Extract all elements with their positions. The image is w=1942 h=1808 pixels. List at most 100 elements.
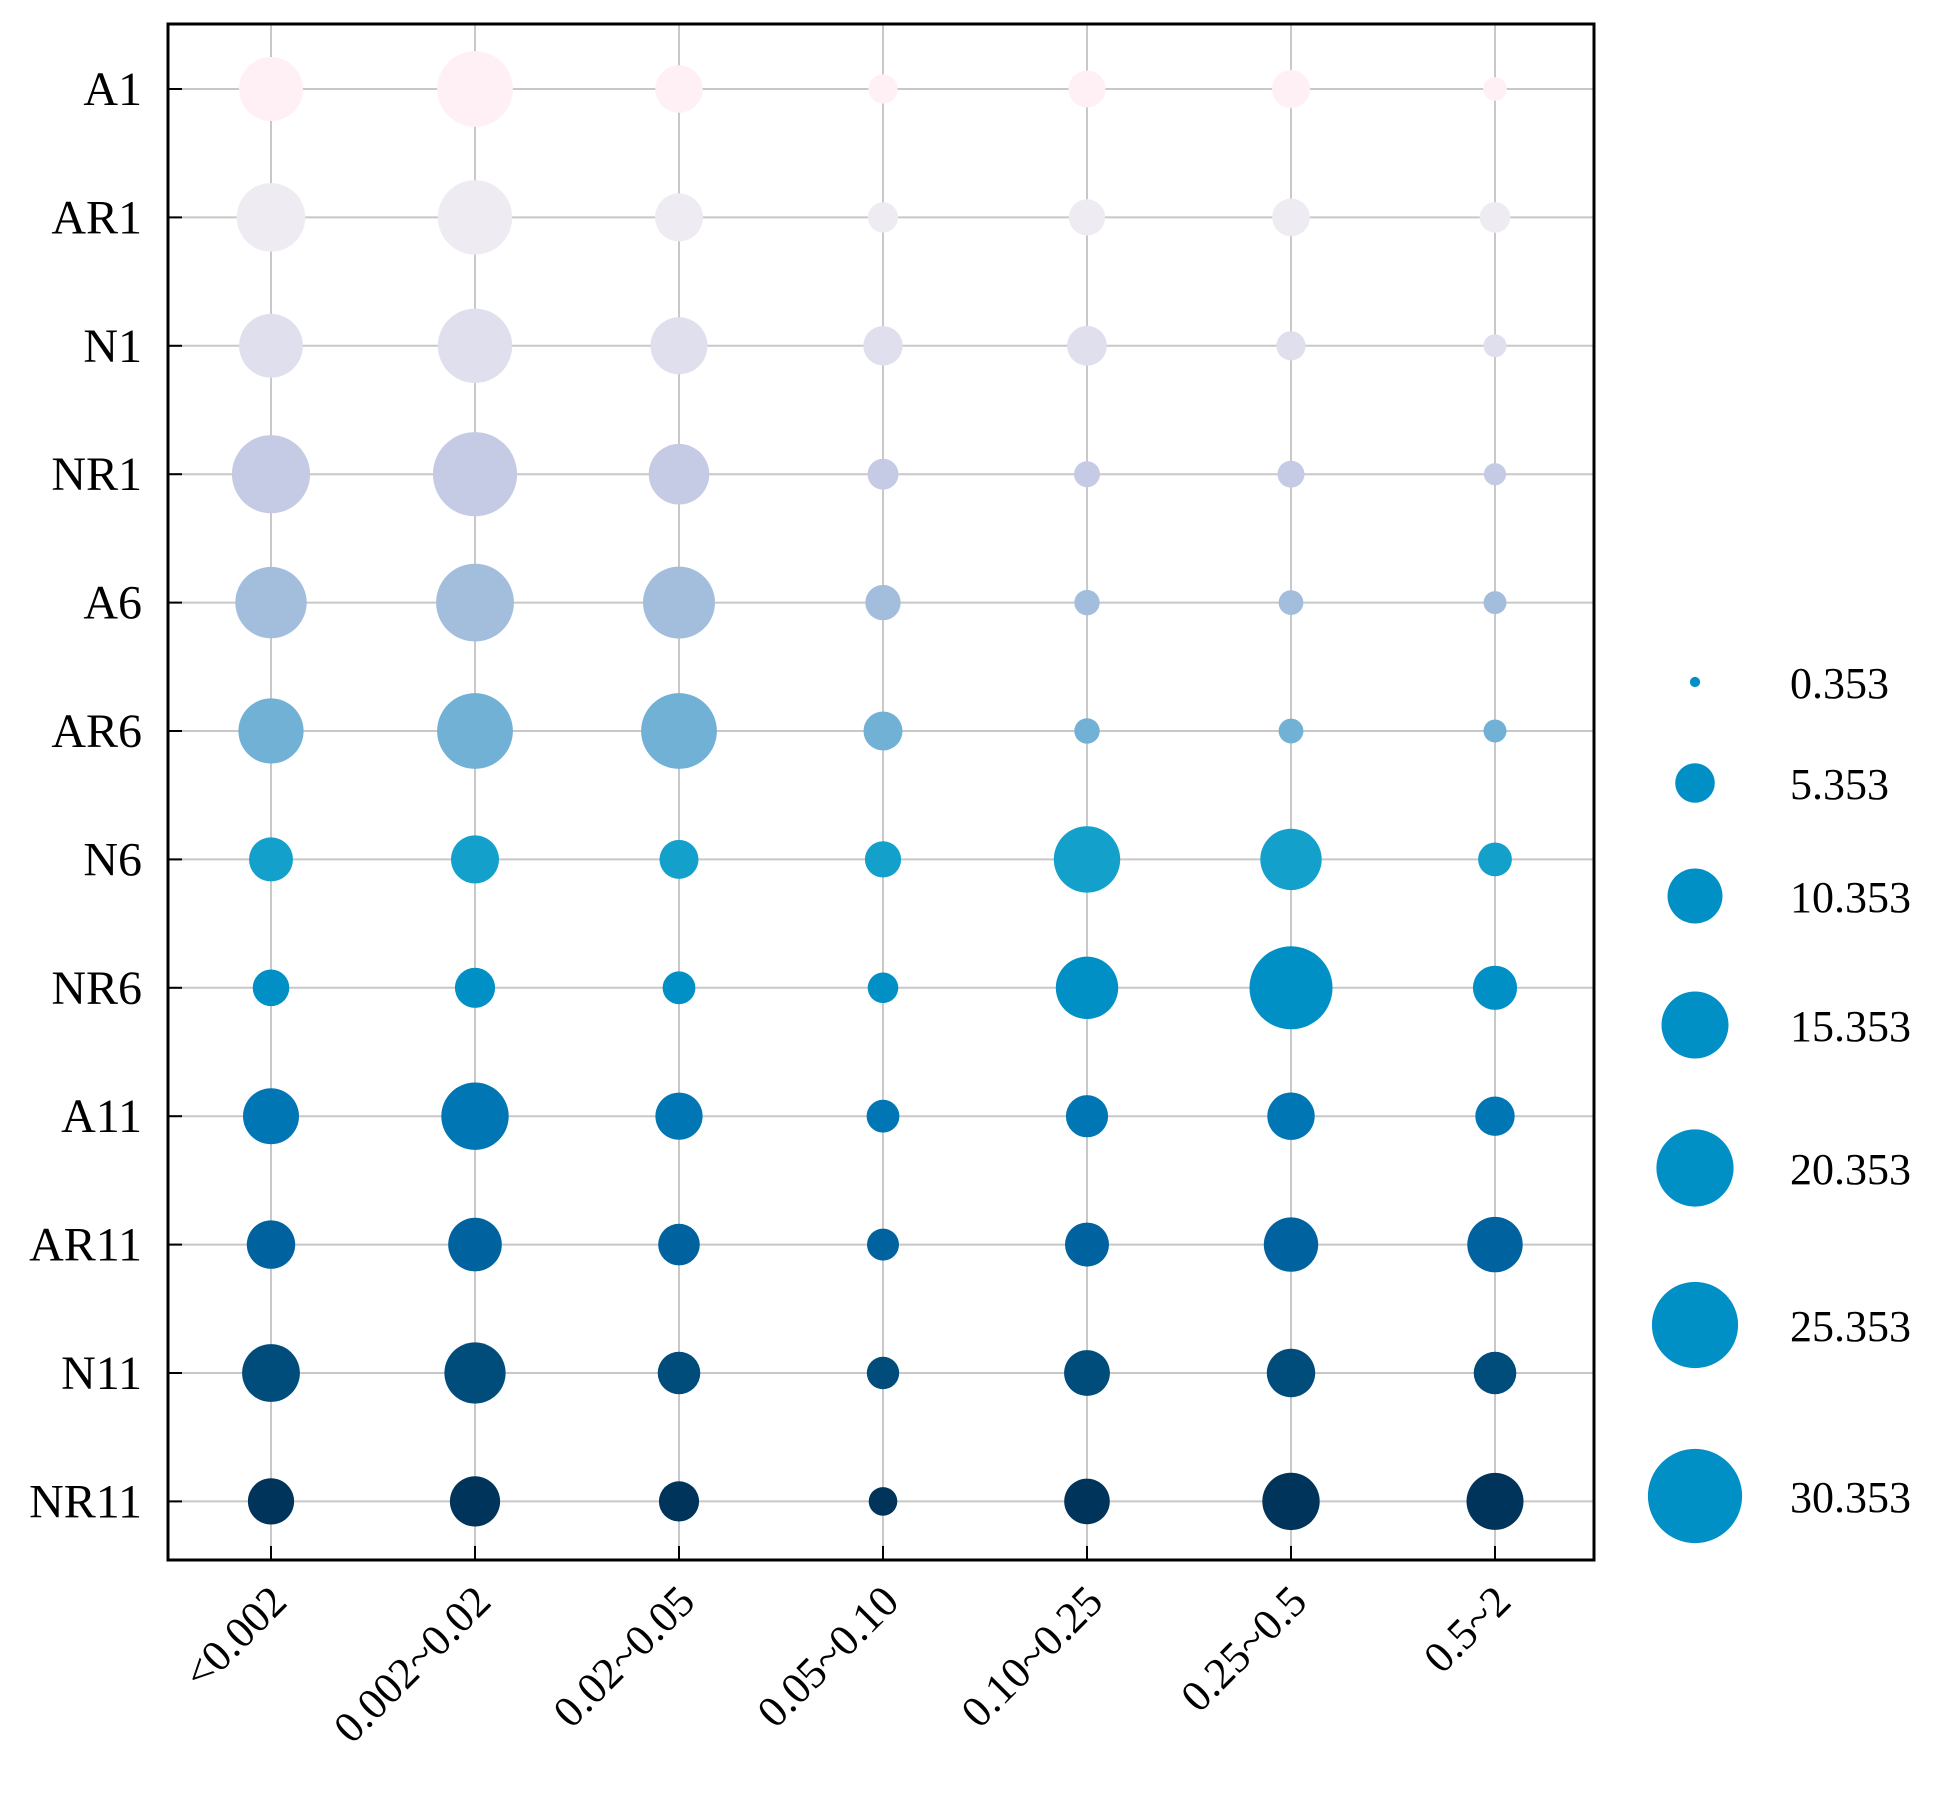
x-tick-label: 0.5~2 — [1414, 1576, 1520, 1682]
y-tick-label: AR11 — [29, 1219, 142, 1272]
bubble — [659, 839, 699, 879]
y-tick-label: AR6 — [51, 705, 142, 758]
bubble — [1249, 946, 1333, 1030]
grid-layer — [168, 24, 1594, 1560]
legend-label: 20.353 — [1790, 1145, 1911, 1194]
bubble — [864, 841, 902, 878]
bubble — [239, 313, 303, 378]
x-tick-label: 0.05~0.10 — [748, 1576, 908, 1736]
legend-label: 5.353 — [1790, 760, 1889, 809]
bubble — [655, 65, 703, 113]
x-tick-label: 0.002~0.02 — [324, 1576, 500, 1752]
bubble — [866, 1356, 900, 1390]
bubble — [1276, 331, 1306, 361]
bubble — [1278, 590, 1304, 615]
bubble — [252, 969, 290, 1007]
bubble — [1053, 826, 1121, 893]
y-tick-label: N1 — [83, 320, 142, 373]
y-tick-label: A6 — [83, 577, 142, 630]
bubble — [1278, 718, 1304, 744]
legend-bubble — [1661, 991, 1729, 1059]
bubble — [235, 566, 307, 639]
bubble — [1263, 1217, 1319, 1272]
bubble — [1067, 325, 1107, 366]
legend-bubble — [1647, 1448, 1743, 1544]
bubble — [246, 1220, 296, 1269]
bubble — [437, 693, 513, 769]
legend-bubble — [1651, 1281, 1739, 1369]
legend-label: 10.353 — [1790, 873, 1911, 922]
bubble — [247, 1478, 295, 1525]
bubble — [1472, 965, 1518, 1010]
bubble — [454, 967, 496, 1008]
bubble — [437, 51, 513, 127]
bubble — [239, 57, 303, 121]
bubble — [1074, 718, 1100, 744]
bubble — [1068, 199, 1106, 236]
bubble — [231, 435, 311, 514]
bubble — [867, 972, 899, 1004]
bubble — [867, 1228, 899, 1261]
bubble — [865, 584, 901, 621]
bubble — [1475, 1096, 1515, 1136]
bubble — [238, 698, 304, 764]
bubble — [1266, 1348, 1316, 1398]
bubble — [236, 183, 306, 252]
legend-label: 0.353 — [1790, 659, 1889, 708]
bubble — [1267, 1092, 1315, 1140]
bubble — [1272, 198, 1310, 237]
bubble — [1466, 1472, 1524, 1530]
bubble — [1065, 1095, 1109, 1138]
y-tick-label: NR1 — [51, 448, 142, 501]
bubble — [866, 1099, 900, 1133]
bubble — [867, 202, 899, 233]
bubble — [1483, 719, 1507, 743]
bubble — [451, 835, 499, 884]
bubble — [1064, 1350, 1110, 1396]
bubble — [242, 1344, 300, 1402]
legend-bubble — [1675, 763, 1715, 803]
legend-bubble — [1656, 1129, 1734, 1207]
legend-bubble — [1689, 676, 1701, 688]
bubble — [1467, 1216, 1523, 1273]
bubble — [1483, 77, 1507, 101]
bubble — [1483, 334, 1507, 358]
bubble — [643, 566, 715, 639]
x-tick-label: <0.002 — [174, 1576, 296, 1698]
bubble — [432, 432, 518, 517]
bubble — [662, 971, 696, 1005]
y-axis-labels: A1 AR1 N1 NR1 A6 AR6 N6 NR6 A11 AR11 N11 NR11 — [29, 63, 142, 1528]
bubble — [1473, 1351, 1517, 1395]
y-tick-label: N11 — [61, 1347, 142, 1400]
bubble — [437, 308, 513, 383]
size-legend: 0.353 5.353 10.353 15.353 20.353 25.353 30.353 — [1647, 659, 1911, 1544]
bubble — [448, 1217, 502, 1272]
bubble — [868, 1487, 898, 1516]
bubble — [863, 711, 903, 751]
bubble — [1277, 460, 1305, 488]
bubble — [863, 326, 903, 366]
bubble — [1271, 69, 1311, 109]
bubble — [1064, 1478, 1110, 1525]
bubble — [1068, 70, 1106, 108]
bubble — [243, 1088, 299, 1145]
bubble — [648, 443, 710, 505]
bubble — [1483, 591, 1507, 615]
bubble — [1478, 842, 1512, 877]
y-tick-label: NR11 — [29, 1475, 142, 1528]
legend-label: 30.353 — [1790, 1473, 1911, 1522]
bubble — [1074, 589, 1100, 616]
x-tick-label: 0.02~0.05 — [544, 1576, 704, 1736]
bubble — [441, 1082, 509, 1150]
bubble — [1074, 461, 1100, 488]
bubble — [436, 563, 514, 642]
bubble — [1262, 1472, 1320, 1531]
bubble — [641, 693, 717, 769]
y-tick-label: A11 — [61, 1090, 142, 1143]
bubble — [658, 1481, 700, 1522]
bubble — [1483, 463, 1507, 486]
tick-layer — [168, 88, 1496, 1560]
y-tick-label: A1 — [83, 63, 142, 116]
bubble — [657, 1351, 701, 1395]
